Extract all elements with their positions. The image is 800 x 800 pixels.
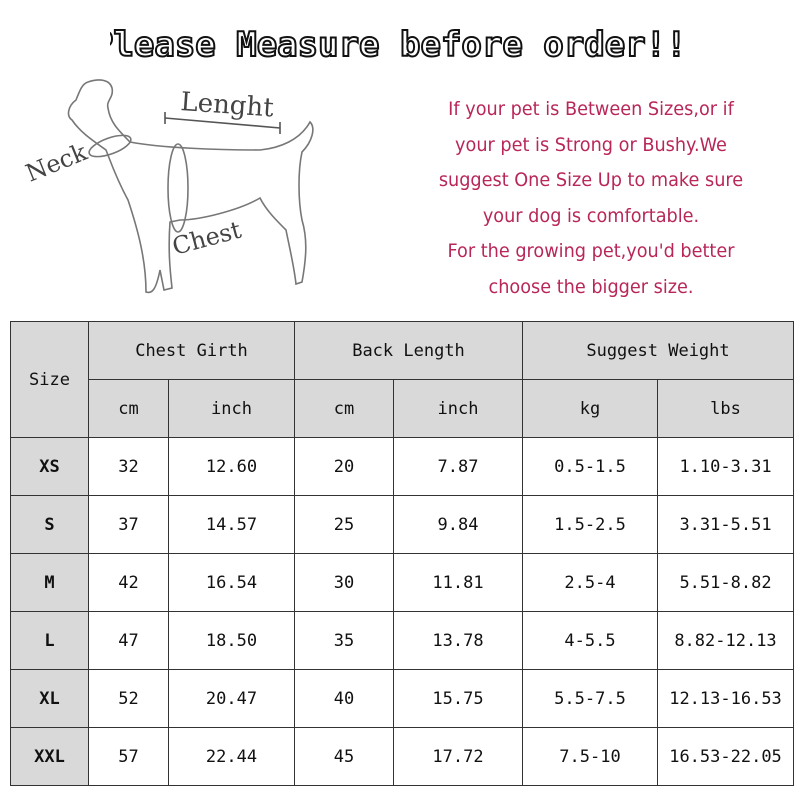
unit-header: cm (294, 379, 394, 438)
chest-inch-cell: 12.60 (168, 437, 295, 496)
unit-header: inch (393, 379, 523, 438)
back-inch-cell: 11.81 (393, 553, 523, 612)
table-row: S 37 14.57 25 9.84 1.5-2.5 3.31-5.51 (10, 495, 794, 554)
weight-kg-cell: 7.5-10 (522, 727, 658, 786)
title-text: Please Measure before order!!! (110, 25, 690, 65)
weight-kg-cell: 1.5-2.5 (522, 495, 658, 554)
size-cell: L (10, 611, 89, 670)
advice-line: If your pet is Between Sizes,or if (448, 98, 734, 120)
size-advice: If your pet is Between Sizes,or if your … (395, 92, 787, 305)
chest-cm-cell: 57 (88, 727, 169, 786)
dog-outline-icon (67, 79, 314, 294)
table-row: XS 32 12.60 20 7.87 0.5-1.5 1.10-3.31 (10, 437, 794, 496)
back-length-header: Back Length (294, 321, 523, 380)
size-cell: XL (10, 669, 89, 728)
back-inch-cell: 9.84 (393, 495, 523, 554)
weight-lbs-cell: 3.31-5.51 (657, 495, 794, 554)
weight-lbs-cell: 8.82-12.13 (657, 611, 794, 670)
chest-inch-cell: 14.57 (168, 495, 295, 554)
chest-inch-cell: 20.47 (168, 669, 295, 728)
chest-cm-cell: 47 (88, 611, 169, 670)
table-row: XL 52 20.47 40 15.75 5.5-7.5 12.13-16.53 (10, 669, 794, 728)
chest-label: Chest (169, 216, 244, 261)
back-cm-cell: 25 (294, 495, 394, 554)
dog-measurement-diagram: Lenght Neck Chest (22, 79, 314, 294)
group-header-row: Size Chest Girth Back Length Suggest Wei… (10, 321, 794, 438)
size-table: Size Chest Girth Back Length Suggest Wei… (10, 321, 794, 786)
weight-kg-cell: 2.5-4 (522, 553, 658, 612)
advice-line: choose the bigger size. (488, 275, 694, 298)
size-cell: M (10, 553, 89, 612)
suggest-weight-header: Suggest Weight (522, 321, 794, 380)
back-cm-cell: 45 (294, 727, 394, 786)
length-label: Lenght (180, 87, 276, 123)
weight-kg-cell: 4-5.5 (522, 611, 658, 670)
unit-header: inch (168, 379, 295, 438)
weight-lbs-cell: 16.53-22.05 (657, 727, 794, 786)
advice-line: your dog is comfortable. (482, 204, 700, 227)
table-row: XXL 57 22.44 45 17.72 7.5-10 16.53-22.05 (10, 727, 794, 786)
back-cm-cell: 35 (294, 611, 394, 670)
size-cell: XS (10, 437, 89, 496)
weight-lbs-cell: 1.10-3.31 (657, 437, 794, 496)
back-cm-cell: 40 (294, 669, 394, 728)
weight-kg-cell: 5.5-7.5 (522, 669, 658, 728)
chest-cm-cell: 32 (88, 437, 169, 496)
weight-lbs-cell: 5.51-8.82 (657, 553, 794, 612)
unit-header: cm (88, 379, 169, 438)
unit-header: lbs (657, 379, 794, 438)
size-cell: XXL (10, 727, 89, 786)
table-row: M 42 16.54 30 11.81 2.5-4 5.51-8.82 (10, 553, 794, 612)
back-inch-cell: 17.72 (393, 727, 523, 786)
unit-header-row: cm inch cm inch kg lbs (11, 379, 794, 438)
back-inch-cell: 13.78 (393, 611, 523, 670)
back-cm-cell: 20 (294, 437, 394, 496)
chest-inch-cell: 16.54 (168, 553, 295, 612)
advice-line: your pet is Strong or Bushy.We (455, 133, 727, 156)
back-cm-cell: 30 (294, 553, 394, 612)
back-inch-cell: 7.87 (393, 437, 523, 496)
chest-cm-cell: 42 (88, 553, 169, 612)
chest-cm-cell: 52 (88, 669, 169, 728)
advice-line: suggest One Size Up to make sure (438, 169, 744, 191)
table-row: L 47 18.50 35 13.78 4-5.5 8.82-12.13 (10, 611, 794, 670)
chest-inch-cell: 22.44 (168, 727, 295, 786)
neck-label: Neck (22, 138, 91, 188)
chest-girth-header: Chest Girth (88, 321, 295, 380)
back-inch-cell: 15.75 (393, 669, 523, 728)
chest-cm-cell: 37 (88, 495, 169, 554)
unit-header: kg (522, 379, 658, 438)
chest-inch-cell: 18.50 (168, 611, 295, 670)
weight-kg-cell: 0.5-1.5 (522, 437, 658, 496)
page-title: Please Measure before order!!! (0, 18, 800, 68)
advice-line: For the growing pet,you'd better (447, 240, 735, 262)
weight-lbs-cell: 12.13-16.53 (657, 669, 794, 728)
size-cell: S (10, 495, 89, 554)
size-header: Size (10, 321, 89, 438)
